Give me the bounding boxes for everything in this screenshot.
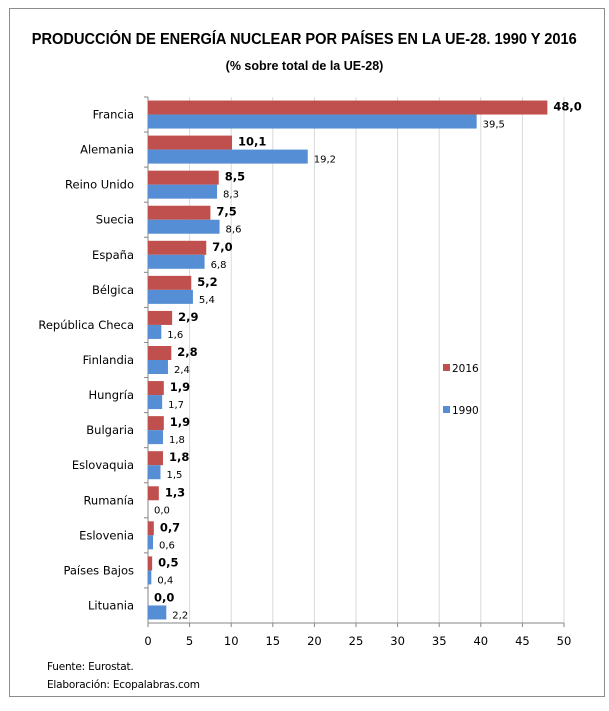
category-label: Bulgaria: [86, 423, 134, 437]
data-label-2016: 8,5: [225, 170, 245, 184]
data-label-1990: 6,8: [211, 260, 227, 271]
legend-swatch-1990: [443, 406, 450, 413]
bar-2016: [148, 135, 233, 150]
data-label-1990: 19,2: [314, 155, 336, 166]
bar-1990: [148, 570, 152, 585]
bar-2016: [148, 486, 159, 501]
data-label-1990: 0,0: [154, 505, 170, 516]
bar-1990: [148, 324, 162, 339]
x-tick-label: 30: [390, 634, 405, 648]
x-tick-label: 0: [144, 634, 151, 648]
chart-title-row: PRODUCCIÓN DE ENERGÍA NUCLEAR POR PAÍSES…: [0, 30, 609, 50]
data-label-1990: 1,5: [166, 470, 182, 481]
data-label-1990: 8,6: [226, 225, 242, 236]
x-tick-label: 35: [432, 634, 447, 648]
data-label-1990: 5,4: [199, 295, 215, 306]
data-label-2016: 1,9: [170, 415, 190, 429]
data-label-1990: 0,4: [157, 575, 173, 586]
credit-note: Elaboración: Ecopalabras.com: [47, 679, 200, 691]
bar-2016: [148, 205, 211, 220]
data-label-2016: 5,2: [197, 275, 217, 289]
x-tick-label: 25: [349, 634, 364, 648]
category-label: Eslovenia: [79, 528, 134, 542]
data-label-1990: 1,6: [167, 330, 183, 341]
bar-2016: [148, 521, 154, 536]
data-label-1990: 2,4: [174, 365, 190, 376]
bar-1990: [148, 219, 220, 234]
data-label-1990: 1,7: [168, 400, 184, 411]
data-label-2016: 7,0: [212, 240, 232, 254]
bar-2016: [148, 416, 164, 431]
x-tick-label: 10: [224, 634, 239, 648]
category-label: Alemania: [80, 143, 134, 157]
x-tick-label: 15: [265, 634, 280, 648]
bar-1990: [148, 535, 153, 550]
bar-1990: [148, 465, 161, 480]
bar-1990: [148, 184, 218, 199]
x-tick-label: 20: [307, 634, 322, 648]
category-label: Bélgica: [92, 283, 134, 297]
category-label: República Checa: [38, 318, 134, 332]
bar-2016: [148, 240, 207, 255]
bar-2016: [148, 310, 173, 325]
data-label-1990: 39,5: [483, 120, 505, 131]
data-label-2016: 1,9: [170, 380, 190, 394]
data-label-2016: 0,7: [160, 520, 180, 534]
category-label: España: [92, 248, 134, 262]
bar-2016: [148, 381, 164, 396]
data-label-1990: 1,8: [169, 435, 185, 446]
data-label-2016: 10,1: [238, 135, 266, 149]
category-label: Finlandia: [83, 353, 134, 367]
chart-subtitle: (% sobre total de la UE-28): [225, 59, 384, 73]
category-label: Países Bajos: [63, 563, 134, 577]
bar-2016: [148, 100, 548, 115]
category-label: Lituania: [88, 598, 134, 612]
chart-subtitle-row: (% sobre total de la UE-28): [0, 58, 609, 74]
bar-1990: [148, 605, 167, 620]
data-label-2016: 0,0: [154, 590, 174, 604]
x-tick-label: 50: [557, 634, 572, 648]
data-label-1990: 2,2: [172, 610, 188, 621]
bar-2016: [148, 346, 172, 360]
bar-2016: [148, 556, 153, 571]
data-label-1990: 0,6: [159, 540, 175, 551]
category-label: Eslovaquia: [72, 458, 134, 472]
category-label: Francia: [93, 108, 134, 122]
data-label-2016: 1,8: [169, 450, 189, 464]
legend-swatch-2016: [443, 364, 450, 371]
data-label-2016: 7,5: [216, 205, 236, 219]
category-label: Reino Unido: [65, 178, 134, 192]
data-label-2016: 1,3: [165, 485, 185, 499]
bar-1990: [148, 149, 308, 164]
x-tick-label: 45: [515, 634, 530, 648]
legend-label-2016: 2016: [452, 363, 479, 375]
x-tick-label: 5: [186, 634, 193, 648]
source-note: Fuente: Eurostat.: [47, 661, 134, 673]
bar-1990: [148, 289, 193, 304]
bar-2016: [148, 275, 192, 290]
bar-1990: [148, 360, 168, 374]
category-label: Rumanía: [83, 493, 134, 507]
x-tick-label: 40: [473, 634, 488, 648]
category-label: Hungría: [89, 388, 135, 402]
category-label: Suecia: [96, 213, 134, 227]
bar-1990: [148, 114, 477, 129]
data-label-2016: 48,0: [553, 100, 581, 114]
legend-label-1990: 1990: [452, 405, 479, 417]
data-label-2016: 0,5: [158, 555, 178, 569]
bar-1990: [148, 395, 163, 410]
bar-2016: [148, 451, 163, 466]
bar-2016: [148, 170, 219, 185]
chart-frame: [9, 8, 605, 697]
data-label-2016: 2,9: [178, 310, 198, 324]
chart-title: PRODUCCIÓN DE ENERGÍA NUCLEAR POR PAÍSES…: [31, 31, 577, 48]
bar-1990: [148, 254, 205, 269]
bar-1990: [148, 430, 163, 445]
data-label-2016: 2,8: [177, 345, 197, 359]
data-label-1990: 8,3: [223, 190, 239, 201]
